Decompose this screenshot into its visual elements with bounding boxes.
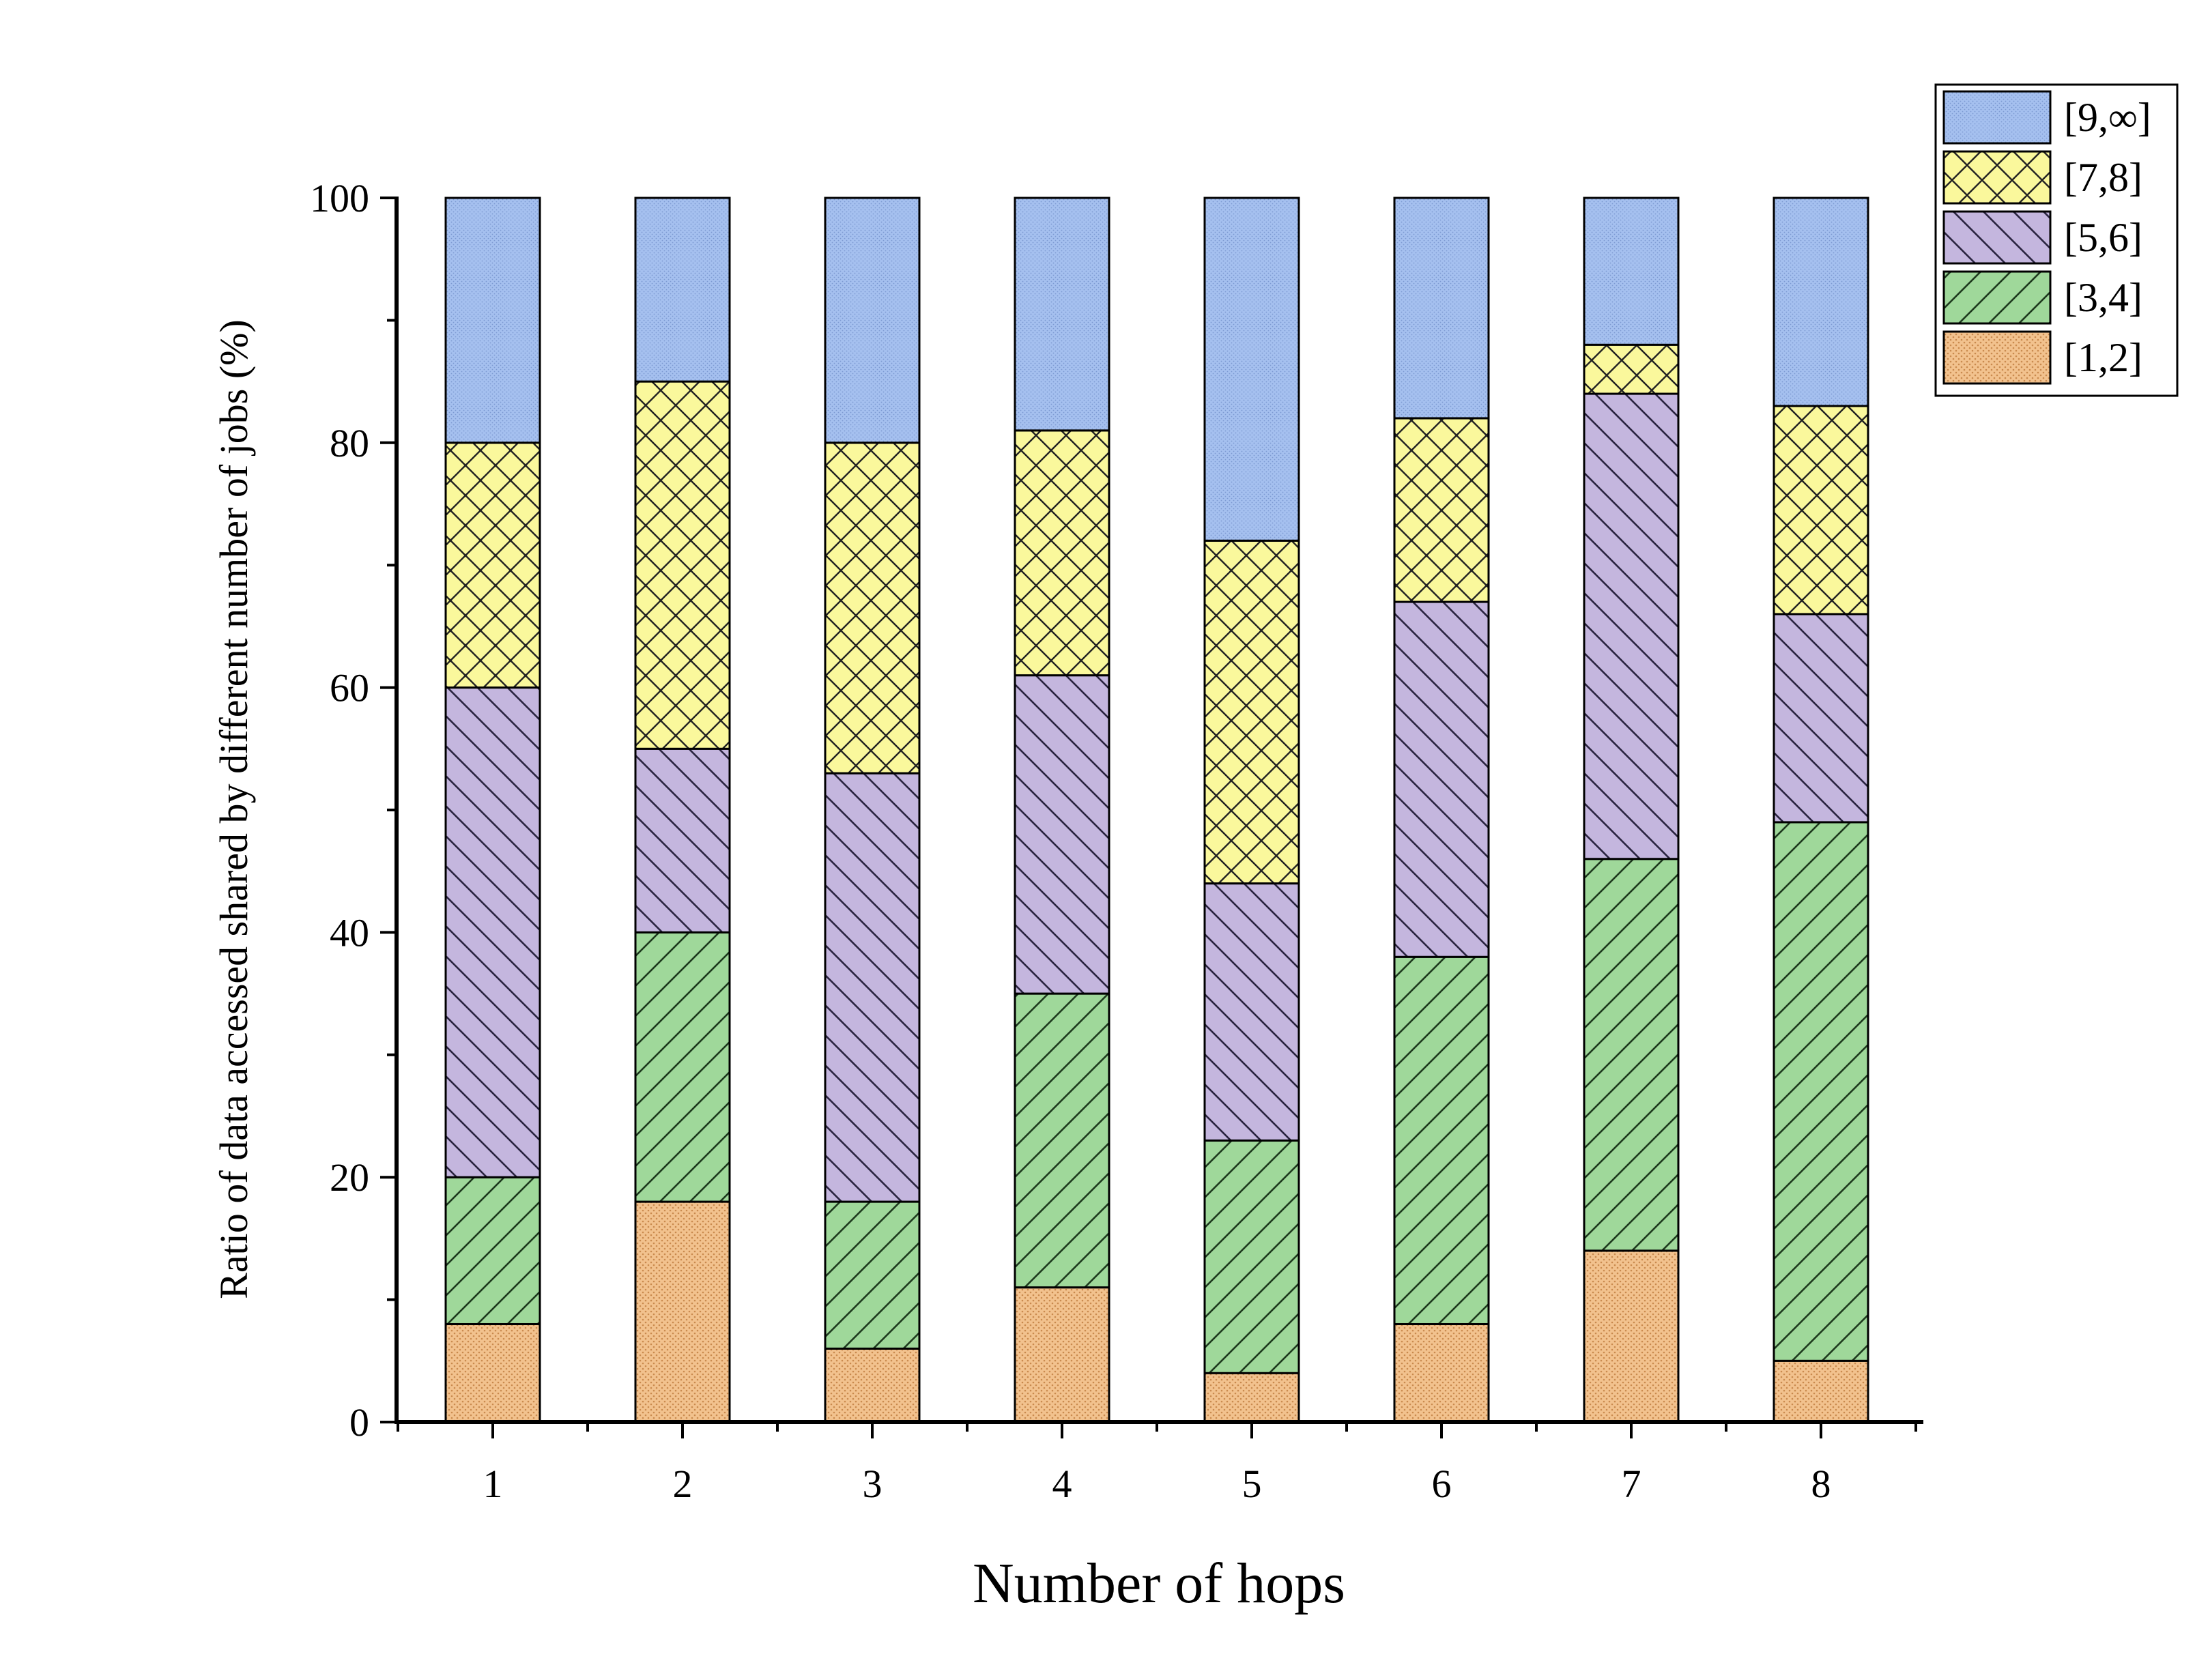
x-tick-label: 3 [863,1462,883,1506]
x-tick-label: 4 [1052,1462,1072,1506]
bar-segment [1393,1322,1490,1423]
bars-layer [444,197,1869,1423]
bar-segment [634,380,731,750]
legend-label: [3,4] [2064,275,2142,320]
bar-segment [1393,197,1490,420]
x-ticks: 1 2 3 4 5 6 7 8 [397,1422,1917,1506]
bar-segment [1393,417,1490,603]
bar-segment [444,441,541,689]
bar-segment [1393,955,1490,1325]
bar-segment [444,1176,541,1325]
bar-segment [1583,858,1680,1252]
x-tick-label: 1 [483,1462,503,1506]
bar-segment [634,747,731,933]
x-tick-label: 5 [1242,1462,1262,1506]
x-axis-title: Number of hops [973,1552,1345,1615]
x-tick-label: 2 [673,1462,693,1506]
y-tick-label: 20 [330,1155,369,1200]
bar-segment [1773,613,1869,824]
y-axis-title: Ratio of data accessed shared by differe… [212,319,256,1299]
bar-segment [444,1322,541,1423]
y-tick-label: 80 [330,421,369,465]
bar-segment [1014,992,1110,1289]
bar-segment [1773,1359,1869,1423]
legend-label: [1,2] [2064,335,2142,380]
bar-segment [1583,197,1680,346]
bar-segment [1203,1139,1300,1374]
legend-swatch [1942,90,2052,145]
bar-segment [1203,882,1300,1142]
y-tick-label: 0 [349,1400,369,1445]
legend-swatch [1942,150,2052,205]
bar-segment [1014,674,1110,995]
bar-segment [824,772,921,1203]
legend-label: [5,6] [2064,215,2142,260]
y-tick-label: 100 [310,176,369,220]
legend-label: [7,8] [2064,155,2142,200]
bar-segment [824,1200,921,1350]
bar-segment [634,1200,731,1423]
bar-segment [1773,405,1869,615]
x-tick-label: 6 [1432,1462,1452,1506]
x-tick-label: 8 [1811,1462,1831,1506]
bar-segment [1014,1286,1110,1423]
x-tick-label: 7 [1622,1462,1641,1506]
bar-segment [1393,600,1490,958]
bar-segment [1203,1372,1300,1423]
bar-segment [444,686,541,1178]
bar-segment [1773,821,1869,1362]
bar-segment [824,1347,921,1423]
legend: [9,∞] [7,8] [5,6] [3,4] [1,2] [1934,83,2179,397]
bar-segment [1014,429,1110,677]
bar-segment [1583,392,1680,860]
y-tick-label: 40 [330,910,369,955]
bar-segment [824,197,921,444]
axes: 0 20 40 60 80 100 1 2 3 4 5 6 7 8 [310,176,1923,1506]
bar-segment [634,197,731,383]
y-ticks: 0 20 40 60 80 100 [310,176,397,1445]
legend-swatch [1942,330,2052,385]
bar-segment [1583,1249,1680,1423]
bar-segment [444,197,541,444]
legend-label: [9,∞] [2064,95,2151,140]
bar-segment [1773,197,1869,407]
legend-swatch [1942,210,2052,265]
bar-segment [1583,343,1680,395]
y-tick-label: 60 [330,666,369,710]
bar-segment [1203,539,1300,885]
bar-segment [1203,197,1300,542]
bar-segment [824,441,921,774]
bar-segment [634,931,731,1203]
bar-segment [1014,197,1110,432]
legend-swatch [1942,270,2052,325]
